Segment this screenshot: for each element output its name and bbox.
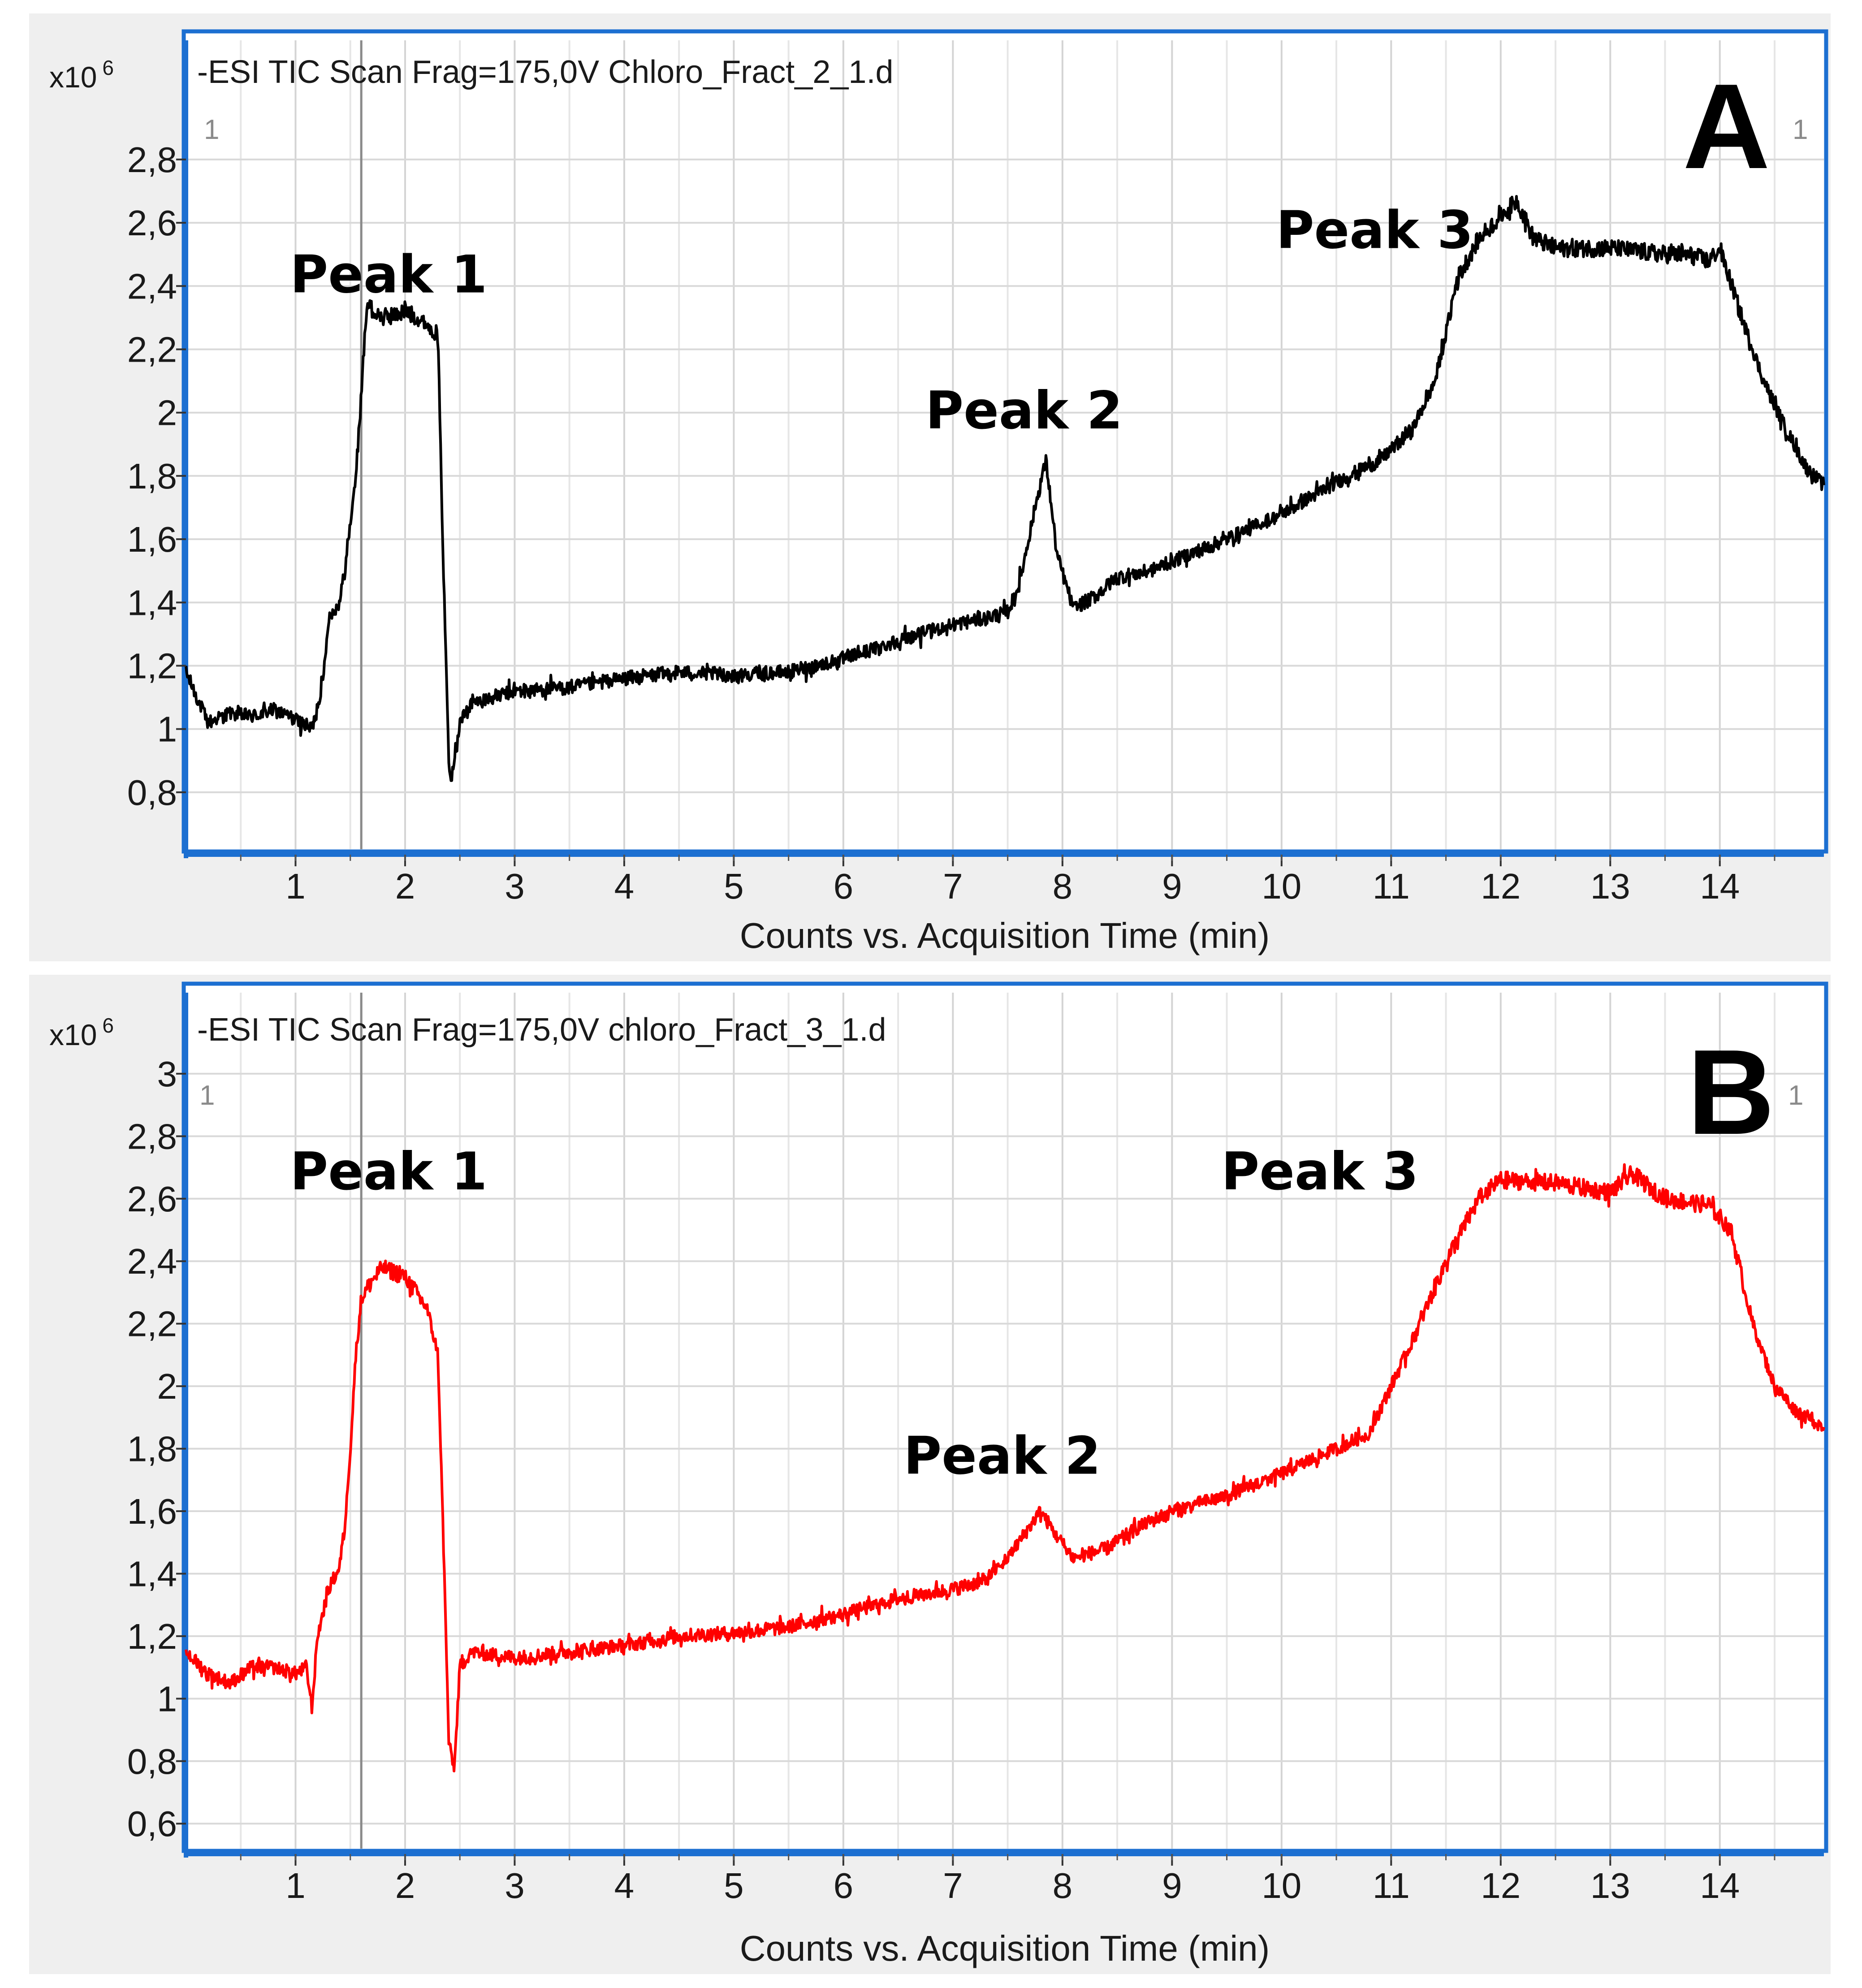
panel-b-y-tick-label: 2,8 [127,1116,177,1156]
panel-a-y-tick-label: 1,8 [127,456,177,496]
panel-a-y-tick-label: 2,6 [127,203,177,243]
panel-a-y-tick-label: 2,4 [127,266,177,306]
panel-a-peak-label: Peak 1 [290,244,487,305]
panel-a-y-tick-label: 1,4 [127,583,177,622]
panel-b-x-tick-label: 3 [505,1866,525,1906]
panel-a-y-tick-label: 2,2 [127,330,177,370]
panel-a-x-tick-label: 14 [1700,866,1740,906]
panel-b-y-tick-label: 3 [157,1054,177,1094]
panel-a-corner-right-label: 1 [1793,114,1808,145]
panel-b-y-ticks: 0,6 0,8 1 1,2 1,4 1,6 1,8 2 2,2 2,4 2,6 2,8 3 [127,1054,186,1844]
chart-panel-a: 1 2 3 4 5 6 7 8 9 10 11 12 13 14 0,811,21,41,61,822,2… [29,13,1831,961]
panel-a-corner-left-label: 1 [204,114,219,145]
panel-a-y-tick-label: 1,2 [127,646,177,686]
panel-b-peak-label: Peak 2 [903,1426,1101,1486]
panel-b-x-tick-label: 8 [1053,1866,1073,1906]
panel-b-x-tick-label: 1 [285,1866,306,1906]
panel-a-series-line-0 [185,195,1825,782]
panel-a-plot-title: -ESI TIC Scan Frag=175,0V Chloro_Fract_2… [197,54,893,90]
panel-b-y-multiplier-exponent: 6 [102,1014,114,1037]
panel-b-peak-label: Peak 3 [1221,1141,1418,1202]
panel-b-y-tick-label: 2,2 [127,1304,177,1344]
panel-a-x-tick-label: 3 [505,866,525,906]
panel-b-peak-label: Peak 1 [290,1141,487,1202]
panel-a-x-tick-label: 12 [1481,866,1521,906]
panel-a-x-tick-label: 13 [1590,866,1630,906]
panel-a-y-tick-label: 1 [157,709,177,749]
panel-a-y-multiplier: x10 6 [49,56,114,94]
panel-b-letter: B [1687,1025,1775,1160]
panel-b-series-line-0 [185,1163,1825,1772]
panel-a-x-axis-title: Counts vs. Acquisition Time (min) [740,916,1270,955]
panel-a-x-tick-label: 11 [1373,866,1410,906]
panel-b-y-tick-label: 0,8 [127,1742,177,1781]
panel-a-x-tick-label: 10 [1261,866,1301,906]
panel-a-x-tick-label: 4 [614,866,635,906]
panel-a-y-tick-label: 1,6 [127,519,177,559]
panel-b-x-ticks: 1 2 3 4 5 6 7 8 9 10 11 12 13 14 [240,1854,1776,1906]
panel-a-x-tick-label: 7 [943,866,963,906]
panel-a-x-tick-label: 1 [285,866,306,906]
panel-a-y-multiplier-base: x10 [49,61,97,94]
panel-b-x-tick-label: 11 [1373,1866,1410,1906]
panel-b-x-tick-label: 10 [1261,1866,1301,1906]
panel-b-y-tick-label: 1,8 [127,1429,177,1469]
panel-b-corner-right-label: 1 [1788,1080,1803,1111]
panel-a-series-group [185,195,1825,782]
panel-b-x-tick-label: 9 [1162,1866,1182,1906]
panel-a-letter: A [1683,59,1770,194]
panel-b-y-tick-label: 1,2 [127,1616,177,1656]
panel-a-x-tick-label: 6 [834,866,854,906]
panel-a-x-ticks: 1 2 3 4 5 6 7 8 9 10 11 12 13 14 [240,855,1776,906]
panel-a-y-tick-label: 2 [157,393,177,433]
chart-panel-b: 1 2 3 4 5 6 7 8 9 10 11 12 13 14 0,60,811,21,41,61,82… [29,975,1831,1974]
panel-b-x-tick-label: 6 [834,1866,854,1906]
panel-b-y-tick-label: 2 [157,1366,177,1406]
panel-b-y-tick-label: 0,6 [127,1804,177,1844]
panel-b-x-tick-label: 12 [1481,1866,1521,1906]
panel-a-annotations: Peak 1 Peak 2 Peak 3 [290,200,1473,441]
panel-a-y-tick-label: 0,8 [127,773,177,812]
panel-b-x-tick-label: 5 [724,1866,744,1906]
panel-b-x-tick-label: 4 [614,1866,635,1906]
panel-a-peak-label: Peak 2 [925,380,1123,441]
panel-a-x-tick-label: 9 [1162,866,1182,906]
panel-b-grid [184,993,1824,1858]
panel-b-x-tick-label: 2 [395,1866,415,1906]
panel-b-y-multiplier-base: x10 [49,1018,97,1051]
panel-a-y-multiplier-exponent: 6 [102,56,114,79]
panel-b-series-group [185,1163,1825,1772]
panel-b-corner-left-label: 1 [199,1080,215,1111]
panel-a-plot-area [181,29,1828,854]
panel-b-y-multiplier: x10 6 [49,1014,114,1051]
panel-b-annotations: Peak 1 Peak 2 Peak 3 [290,1141,1418,1486]
panel-b-y-tick-label: 2,4 [127,1241,177,1281]
panel-b-x-tick-label: 14 [1700,1866,1740,1906]
panel-a-peak-label: Peak 3 [1276,200,1473,261]
panel-b-x-axis-title: Counts vs. Acquisition Time (min) [740,1928,1270,1968]
panel-a-x-tick-label: 8 [1053,866,1073,906]
panel-a-x-tick-label: 5 [724,866,744,906]
panel-a-y-ticks: 0,8 1 1,2 1,4 1,6 1,8 2 2,2 2,4 2,6 2,8 [127,140,186,812]
panel-b-plot-area [181,981,1828,1853]
panel-a-y-tick-label: 2,8 [127,140,177,180]
panel-b-y-tick-label: 2,6 [127,1179,177,1219]
panel-b-plot-title: -ESI TIC Scan Frag=175,0V chloro_Fract_3… [197,1012,886,1048]
panel-b-x-tick-label: 7 [943,1866,963,1906]
panel-b-y-tick-label: 1 [157,1679,177,1719]
panel-b-x-tick-label: 13 [1590,1866,1630,1906]
panel-b-y-tick-label: 1,4 [127,1554,177,1594]
panel-b-y-tick-label: 1,6 [127,1491,177,1531]
panel-a-x-tick-label: 2 [395,866,415,906]
